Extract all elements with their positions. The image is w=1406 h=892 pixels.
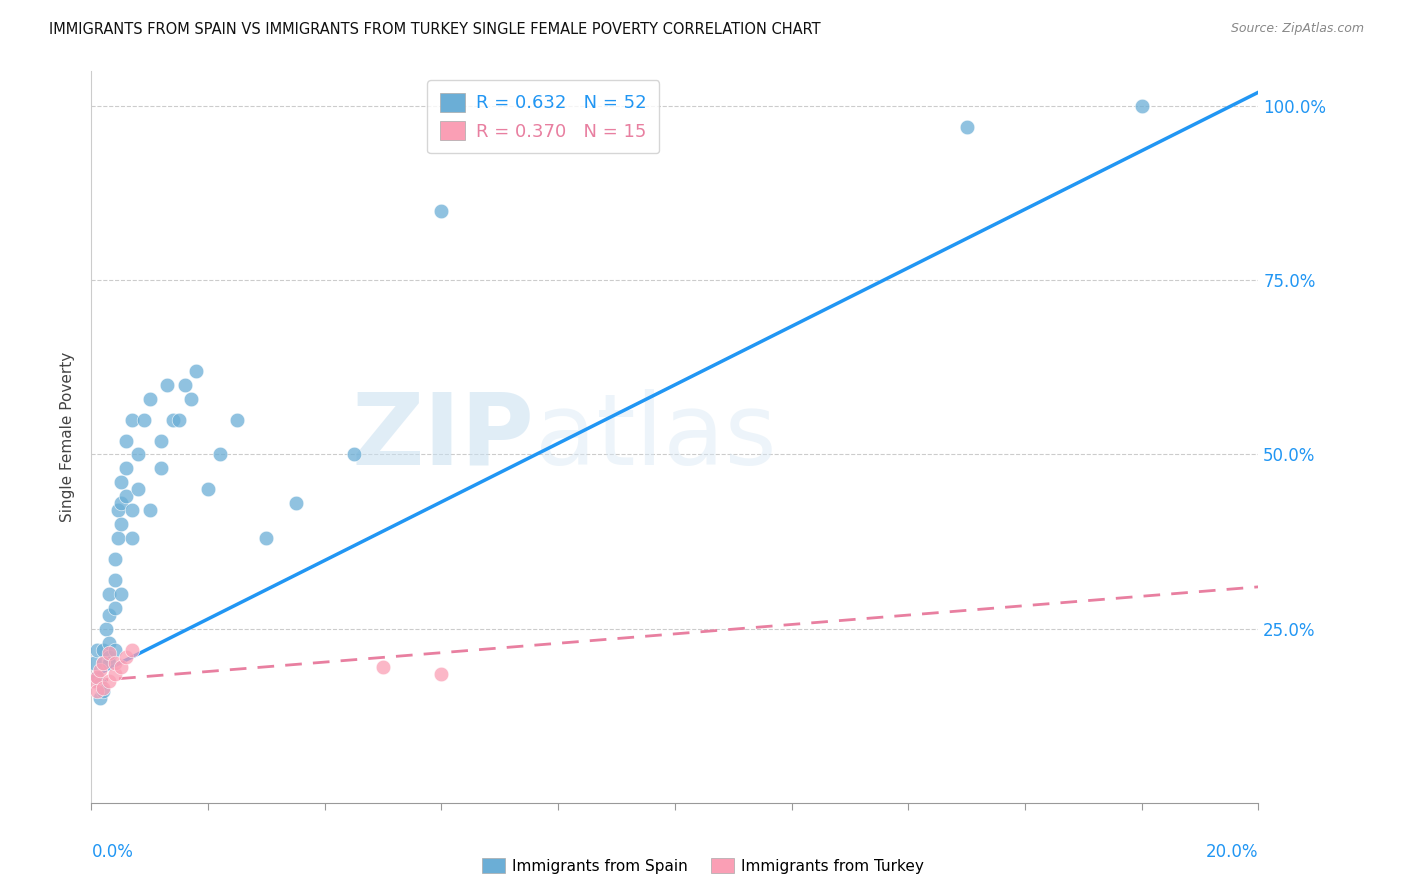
Text: 0.0%: 0.0% <box>91 843 134 861</box>
Point <box>138 503 162 517</box>
Point <box>86 684 108 698</box>
Point <box>91 681 114 695</box>
Point <box>132 412 155 426</box>
Point <box>284 496 307 510</box>
Point <box>97 607 120 622</box>
Point <box>121 503 143 517</box>
Point <box>104 667 127 681</box>
Point <box>115 649 138 664</box>
Point <box>343 448 366 462</box>
Point <box>91 642 114 657</box>
Point <box>104 657 127 671</box>
Point <box>127 448 149 462</box>
Point <box>115 434 138 448</box>
Point <box>97 657 120 671</box>
Legend: Immigrants from Spain, Immigrants from Turkey: Immigrants from Spain, Immigrants from T… <box>475 852 931 880</box>
Point <box>127 483 149 497</box>
Point <box>86 670 108 684</box>
Point <box>89 677 111 691</box>
Text: Source: ZipAtlas.com: Source: ZipAtlas.com <box>1230 22 1364 36</box>
Point <box>208 448 231 462</box>
Point <box>97 673 120 688</box>
Point <box>150 461 173 475</box>
Point <box>107 503 129 517</box>
Text: atlas: atlas <box>534 389 776 485</box>
Point <box>110 660 132 674</box>
Point <box>371 660 394 674</box>
Text: ZIP: ZIP <box>352 389 534 485</box>
Point <box>150 434 173 448</box>
Point <box>107 531 129 545</box>
Point <box>104 552 127 566</box>
Point <box>110 475 132 490</box>
Point <box>104 642 127 657</box>
Point <box>97 649 120 664</box>
Point <box>94 622 117 636</box>
Text: 20.0%: 20.0% <box>1206 843 1258 861</box>
Point <box>89 664 111 678</box>
Point <box>91 657 114 671</box>
Point <box>121 412 143 426</box>
Point <box>83 657 105 671</box>
Point <box>110 496 132 510</box>
Point <box>156 377 179 392</box>
Point <box>138 392 162 406</box>
Point <box>97 646 120 660</box>
Point <box>91 657 114 671</box>
Point <box>89 691 111 706</box>
Point <box>173 377 195 392</box>
Point <box>86 642 108 657</box>
Point <box>86 670 108 684</box>
Point <box>180 392 202 406</box>
Point <box>430 203 453 218</box>
Point <box>97 587 120 601</box>
Point <box>115 489 138 503</box>
Point <box>110 517 132 532</box>
Point <box>104 600 127 615</box>
Point <box>197 483 219 497</box>
Legend: R = 0.632   N = 52, R = 0.370   N = 15: R = 0.632 N = 52, R = 0.370 N = 15 <box>427 80 659 153</box>
Point <box>162 412 184 426</box>
Point <box>1130 99 1153 113</box>
Point <box>104 573 127 587</box>
Y-axis label: Single Female Poverty: Single Female Poverty <box>60 352 76 522</box>
Point <box>110 587 132 601</box>
Point <box>121 531 143 545</box>
Point <box>115 461 138 475</box>
Point <box>254 531 277 545</box>
Point <box>167 412 190 426</box>
Text: IMMIGRANTS FROM SPAIN VS IMMIGRANTS FROM TURKEY SINGLE FEMALE POVERTY CORRELATIO: IMMIGRANTS FROM SPAIN VS IMMIGRANTS FROM… <box>49 22 821 37</box>
Point <box>97 635 120 649</box>
Point <box>956 120 979 134</box>
Point <box>226 412 249 426</box>
Point <box>83 673 105 688</box>
Point <box>121 642 143 657</box>
Point <box>186 364 208 378</box>
Point <box>91 684 114 698</box>
Point <box>430 667 453 681</box>
